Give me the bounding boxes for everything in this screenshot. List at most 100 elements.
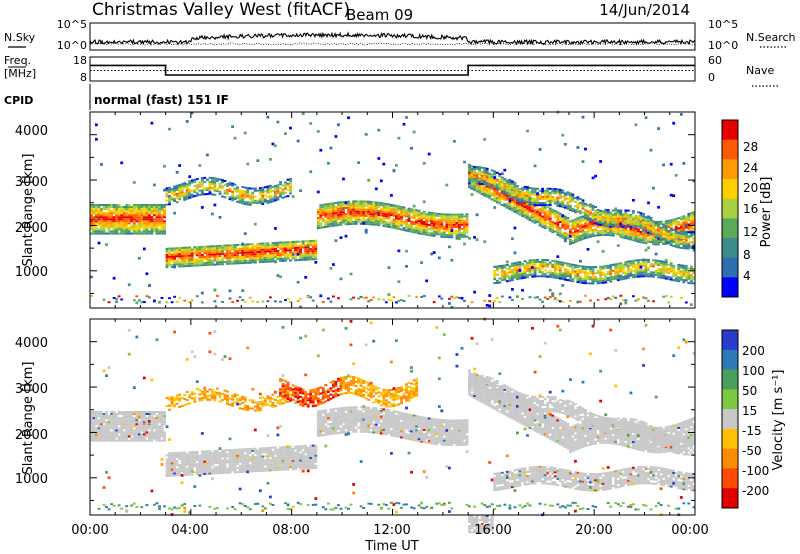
data-cell: [576, 265, 580, 268]
data-cell: [569, 196, 572, 199]
data-cell: [609, 230, 613, 233]
data-cell: [541, 263, 545, 265]
data-cell: [206, 253, 209, 256]
data-cell: [200, 260, 204, 263]
data-cell: [664, 263, 668, 266]
data-cell: [528, 191, 532, 194]
data-cell: [243, 190, 247, 193]
data-cell: [614, 207, 618, 211]
data-cell: [692, 227, 696, 230]
data-cell: [412, 216, 416, 219]
data-cell: [460, 217, 464, 220]
data-cell: [100, 411, 103, 413]
data-cell: [440, 231, 444, 234]
data-cell: [460, 213, 464, 216]
data-cell: [563, 206, 567, 209]
data-cell: [621, 230, 625, 233]
data-cell: [574, 276, 577, 279]
data-cell: [332, 263, 335, 266]
data-cell: [357, 212, 361, 215]
data-cell: [369, 207, 373, 210]
data-cell: [543, 195, 547, 198]
data-cell: [153, 214, 156, 217]
data-cell: [100, 214, 103, 217]
data-cell: [95, 123, 98, 127]
data-cell: [269, 250, 272, 253]
data-cell: [392, 226, 396, 229]
data-cell: [647, 229, 650, 232]
data-cell: [563, 262, 567, 265]
data-cell: [556, 221, 560, 224]
data-cell: [440, 217, 444, 220]
data-cell: [458, 296, 461, 299]
data-cell: [208, 253, 212, 256]
data-cell: [574, 230, 577, 233]
data-cell: [553, 216, 557, 219]
data-cell: [521, 270, 524, 273]
data-cell: [95, 137, 98, 141]
data-cell: [400, 222, 403, 225]
data-cell: [556, 277, 560, 279]
data-cell: [672, 275, 676, 278]
data-cell: [158, 208, 161, 211]
data-cell: [132, 429, 136, 432]
data-cell: [344, 213, 348, 216]
data-cell: [543, 227, 547, 230]
data-cell: [120, 206, 124, 208]
data-cell: [516, 191, 519, 194]
data-cell: [102, 437, 106, 440]
data-cell: [463, 235, 466, 238]
data-cell: [601, 271, 605, 274]
data-cell: [319, 216, 323, 219]
data-cell: [226, 254, 229, 257]
data-cell: [120, 226, 124, 229]
data-cell: [677, 242, 681, 245]
data-cell: [195, 192, 199, 195]
data-cell: [329, 202, 333, 205]
data-cell: [440, 223, 444, 226]
data-cell: [251, 247, 255, 250]
data-cell: [354, 202, 358, 205]
data-cell: [672, 194, 676, 198]
data-cell: [684, 239, 688, 242]
data-cell: [125, 232, 129, 235]
data-cell: [682, 275, 686, 277]
data-cell: [357, 200, 361, 203]
data-cell: [289, 126, 292, 130]
data-cell: [674, 239, 678, 242]
data-cell: [435, 222, 439, 225]
data-cell: [100, 437, 103, 440]
nave-tick-top: 60: [708, 54, 722, 67]
data-cell: [231, 301, 235, 303]
data-cell: [256, 199, 260, 202]
data-cell: [178, 263, 182, 266]
data-cell: [349, 221, 353, 223]
data-cell: [448, 245, 451, 249]
data-cell: [238, 195, 242, 198]
data-cell: [571, 267, 575, 270]
data-cell: [632, 237, 635, 240]
data-cell: [122, 232, 126, 235]
data-cell: [384, 301, 388, 304]
data-cell: [241, 200, 245, 203]
data-cell: [639, 265, 643, 269]
data-cell: [611, 276, 615, 279]
data-cell: [185, 256, 189, 259]
data-cell: [122, 413, 126, 415]
data-cell: [626, 262, 630, 265]
data-cell: [281, 257, 285, 260]
data-cell: [390, 214, 393, 217]
data-cell: [352, 216, 356, 219]
data-cell: [495, 201, 499, 204]
data-cell: [253, 187, 257, 190]
data-cell: [470, 181, 474, 184]
data-cell: [163, 206, 166, 208]
data-cell: [246, 255, 250, 258]
data-cell: [493, 206, 497, 209]
data-cell: [178, 188, 182, 191]
data-cell: [659, 232, 663, 235]
data-cell: [228, 246, 232, 249]
data-cell: [606, 279, 610, 282]
data-cell: [135, 228, 139, 231]
data-cell: [420, 226, 424, 229]
